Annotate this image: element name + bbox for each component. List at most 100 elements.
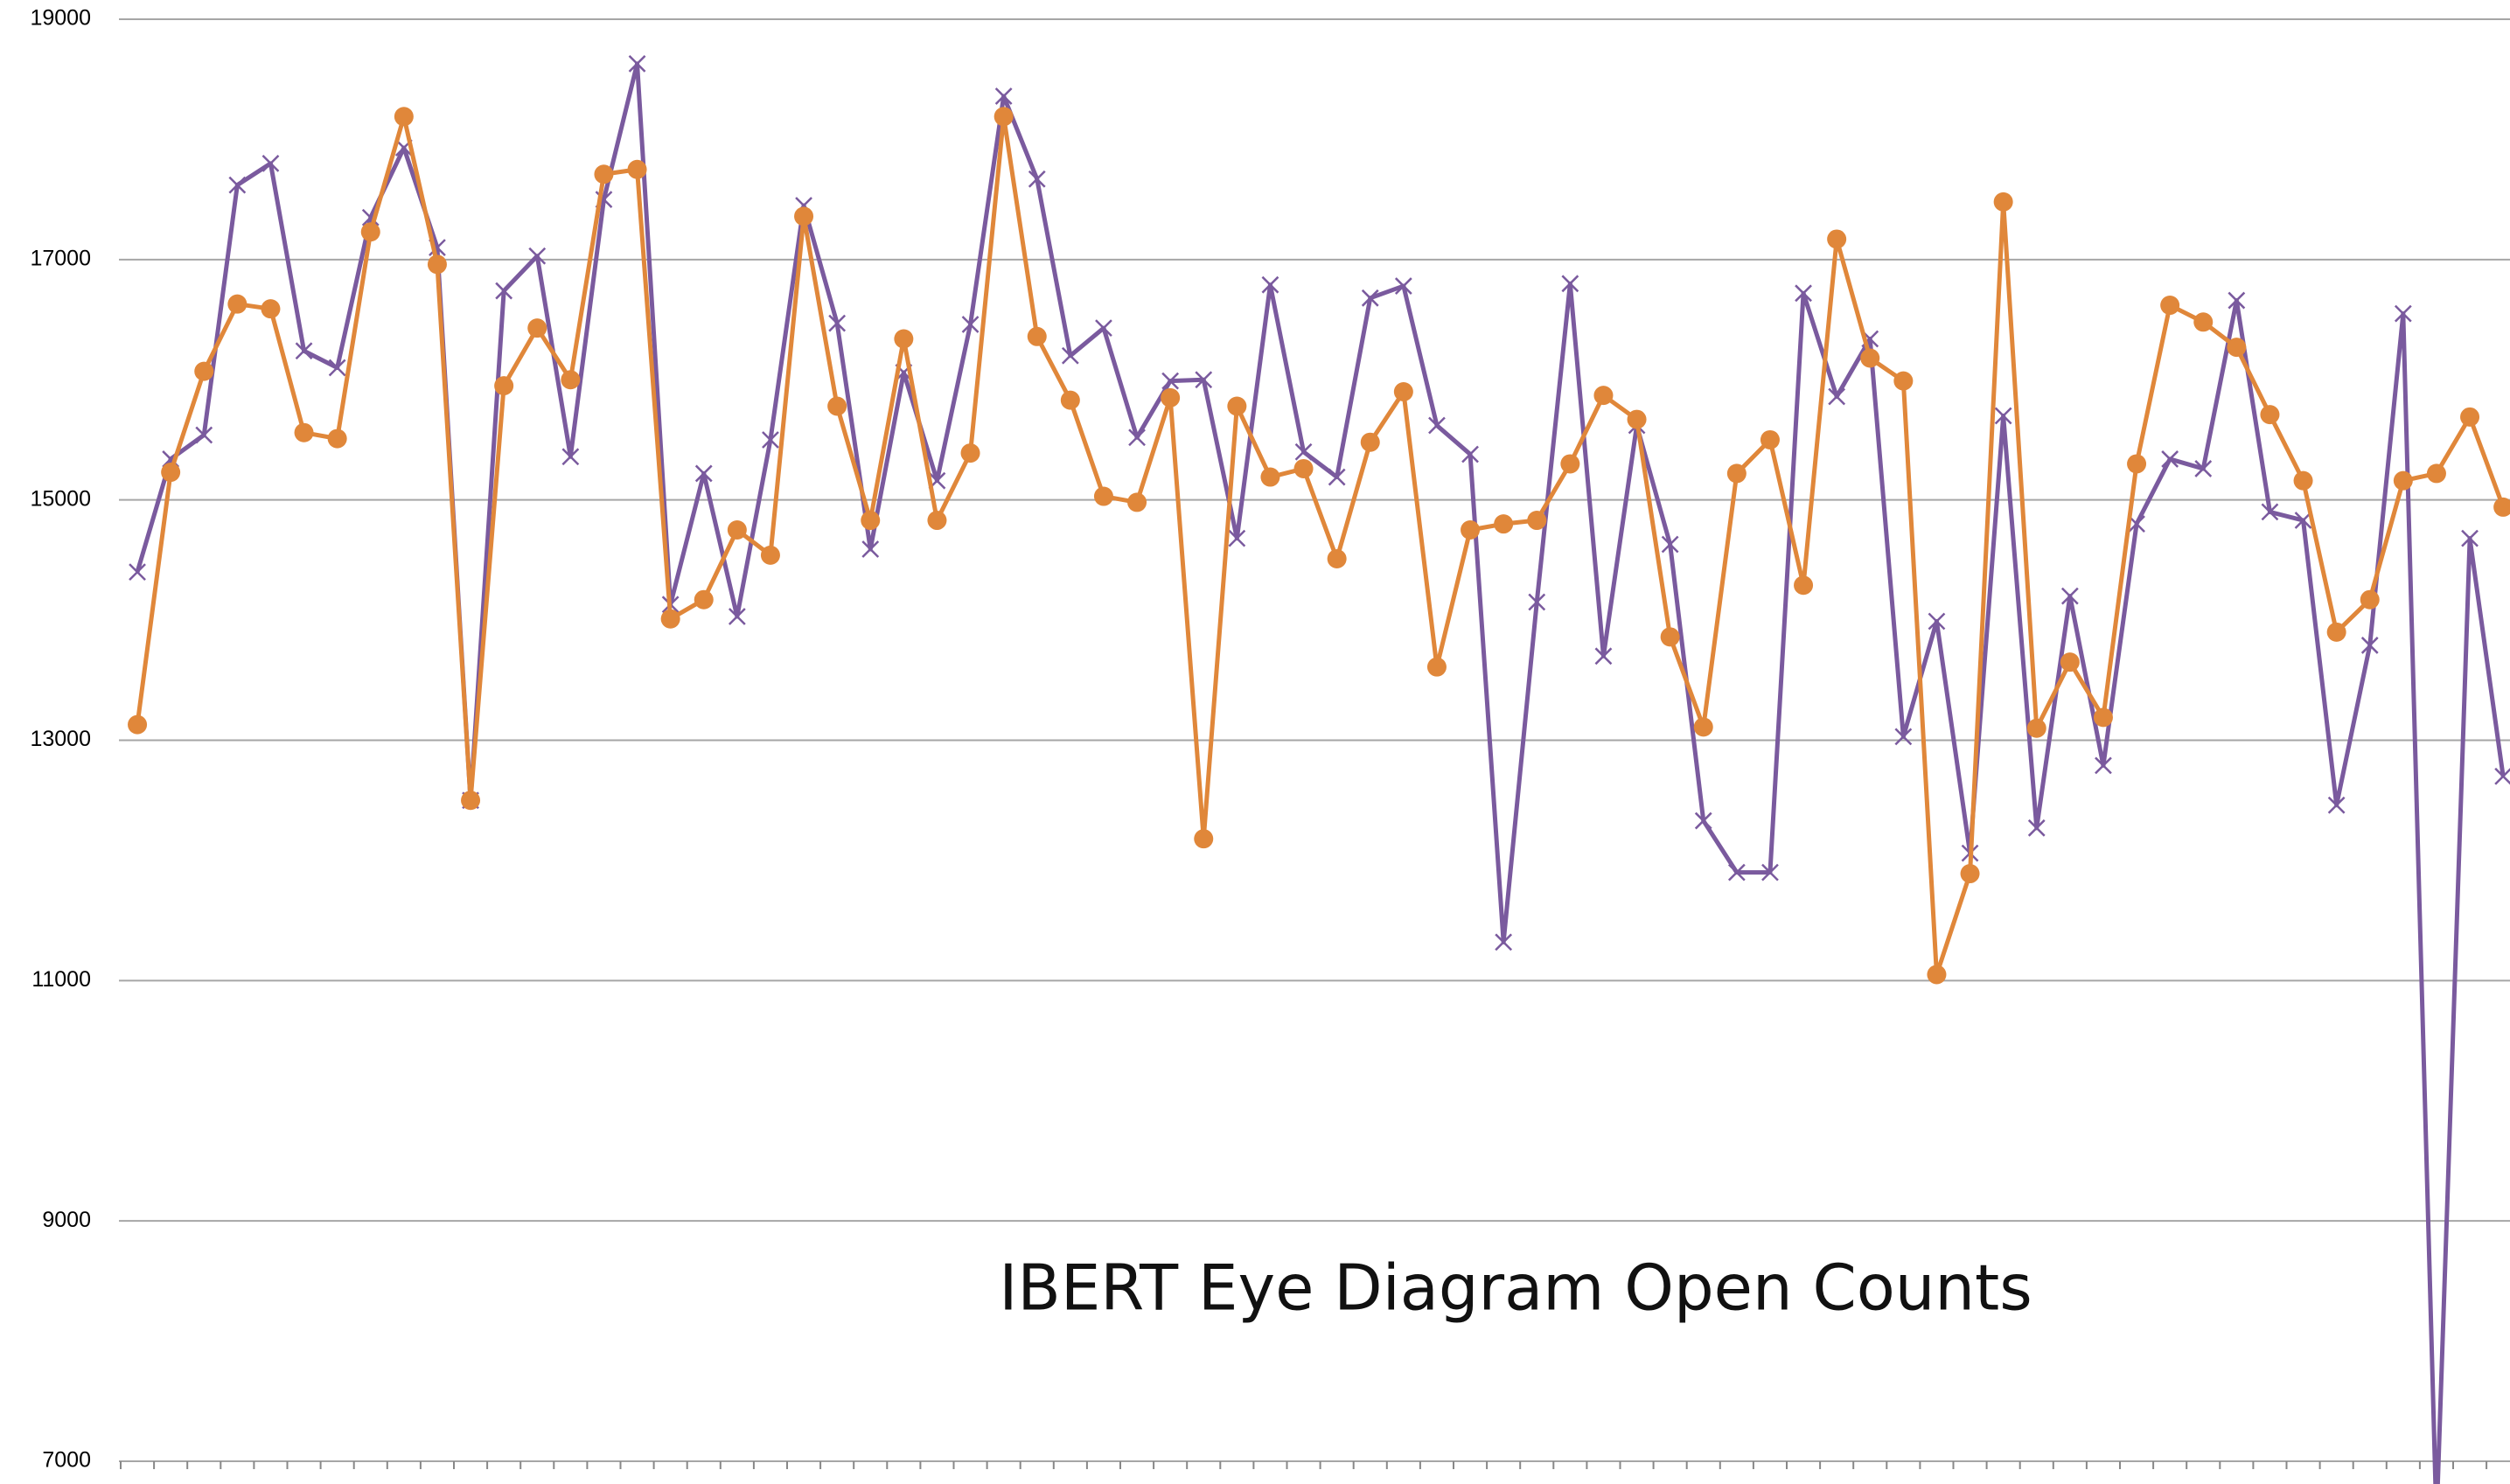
- point-marker: [294, 422, 314, 442]
- point-marker: [2027, 819, 2046, 837]
- point-marker: [728, 608, 746, 625]
- point-marker: [2360, 589, 2380, 610]
- y-tick-label: 17000: [30, 246, 91, 270]
- y-tick-label: 9000: [42, 1208, 91, 1232]
- point-marker: [1027, 326, 1047, 346]
- point-marker: [1860, 348, 1880, 368]
- point-marker: [2227, 338, 2247, 358]
- point-marker: [927, 511, 947, 531]
- point-marker: [1594, 647, 1613, 665]
- point-marker: [1660, 627, 1680, 647]
- point-marker: [1795, 284, 1812, 303]
- point-marker: [1760, 429, 1780, 449]
- point-marker: [1128, 428, 1146, 447]
- point-marker: [1593, 386, 1614, 406]
- point-marker: [1827, 229, 1847, 249]
- point-marker: [2460, 407, 2480, 427]
- point-marker: [1360, 432, 1380, 452]
- point-marker: [1627, 409, 1647, 429]
- point-marker: [2426, 463, 2446, 484]
- point-marker: [2093, 707, 2113, 728]
- point-marker: [295, 342, 313, 360]
- point-marker: [1260, 467, 1280, 487]
- point-marker: [2161, 450, 2179, 468]
- point-marker: [762, 431, 779, 449]
- point-marker: [2261, 503, 2279, 521]
- point-marker: [1993, 192, 2013, 212]
- point-marker: [1393, 381, 1413, 401]
- point-marker: [1661, 535, 1679, 554]
- point-marker: [2194, 460, 2213, 477]
- point-marker: [627, 159, 647, 179]
- point-marker: [2026, 718, 2046, 738]
- chart-title: IBERT Eye Diagram Open Counts: [999, 1251, 2032, 1325]
- point-marker: [2393, 470, 2413, 491]
- point-marker: [2293, 470, 2313, 491]
- point-marker: [1294, 442, 1313, 461]
- point-marker: [1761, 863, 1779, 881]
- point-marker: [1927, 965, 1947, 985]
- point-marker: [1428, 416, 1446, 435]
- point-marker: [894, 329, 914, 349]
- point-marker: [1293, 458, 1314, 478]
- point-marker: [1426, 657, 1447, 677]
- y-tick-label: 13000: [30, 727, 91, 751]
- point-marker: [2360, 637, 2379, 654]
- point-marker: [1794, 575, 1814, 596]
- point-marker: [1161, 372, 1180, 390]
- point-marker: [1494, 514, 1514, 534]
- point-marker: [2127, 454, 2147, 474]
- point-marker: [594, 164, 614, 185]
- point-marker: [261, 155, 280, 172]
- point-marker: [2327, 796, 2346, 814]
- point-marker: [2394, 304, 2412, 323]
- point-marker: [961, 316, 980, 333]
- point-marker: [994, 107, 1014, 127]
- point-marker: [1028, 170, 1046, 188]
- point-marker: [1726, 463, 1747, 484]
- point-marker: [1127, 492, 1147, 512]
- point-marker: [2160, 296, 2180, 316]
- point-marker: [2294, 512, 2312, 529]
- y-tick-label: 7000: [42, 1448, 91, 1473]
- point-marker: [1527, 511, 1547, 531]
- point-marker: [2326, 622, 2346, 642]
- point-marker: [1261, 275, 1279, 294]
- point-marker: [760, 545, 780, 565]
- point-marker: [727, 520, 747, 540]
- point-marker: [828, 314, 847, 332]
- point-marker: [227, 294, 248, 314]
- y-tick-label: 11000: [31, 967, 91, 992]
- point-marker: [1361, 289, 1379, 307]
- point-marker: [1894, 728, 1913, 746]
- point-marker: [1461, 445, 1479, 463]
- point-marker: [1095, 319, 1112, 338]
- point-marker: [161, 463, 181, 483]
- point-marker: [1194, 829, 1214, 849]
- point-marker: [1195, 371, 1213, 389]
- point-marker: [2260, 405, 2280, 425]
- point-marker: [1560, 454, 1580, 474]
- point-marker: [195, 426, 213, 444]
- point-marker: [129, 563, 146, 582]
- point-marker: [327, 428, 347, 449]
- point-marker: [561, 370, 581, 390]
- series-line: [135, 114, 2506, 977]
- point-marker: [994, 87, 1013, 105]
- point-marker: [494, 376, 514, 396]
- point-marker: [495, 282, 513, 300]
- point-marker: [2060, 652, 2080, 672]
- point-marker: [694, 464, 713, 483]
- series-markers: [129, 54, 2510, 951]
- point-marker: [694, 589, 714, 610]
- point-marker: [228, 176, 247, 194]
- point-marker: [660, 609, 680, 629]
- point-marker: [394, 107, 414, 127]
- point-marker: [128, 714, 148, 735]
- point-marker: [1394, 277, 1412, 295]
- point-marker: [1928, 612, 1946, 631]
- point-marker: [2494, 767, 2510, 785]
- point-marker: [194, 361, 214, 381]
